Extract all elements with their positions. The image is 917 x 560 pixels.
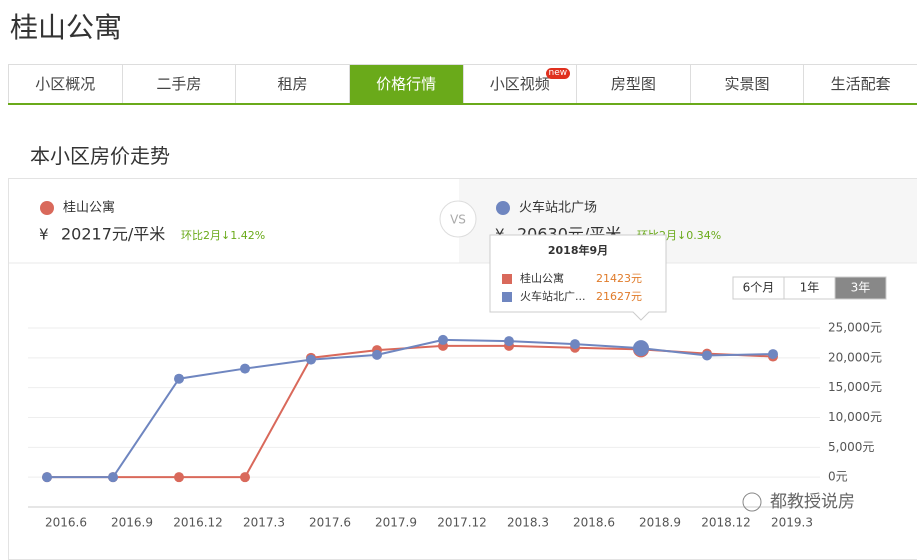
x-tick-label: 2018.12 [701, 516, 751, 530]
y-tick-label: 0元 [828, 470, 848, 484]
tab[interactable]: 实景图 [689, 65, 804, 103]
data-point [306, 354, 316, 365]
x-tick-label: 2018.6 [573, 516, 615, 530]
series-line [47, 338, 774, 479]
y-tick-label: 15,000元 [828, 380, 882, 394]
tooltip-title: 2018年9月 [548, 243, 608, 257]
x-tick-label: 2016.6 [45, 516, 87, 530]
x-tick-label: 2018.3 [507, 516, 549, 530]
page-title: 桂山公寓 [10, 11, 123, 44]
tab[interactable]: 房型图 [576, 65, 690, 103]
chart: VS 桂山公寓¥20217元/平米环比2月↓1.42%火车站北广场¥20630元… [9, 199, 917, 530]
data-point [174, 373, 184, 384]
data-point [633, 340, 649, 357]
x-tick-label: 2017.12 [437, 516, 487, 530]
y-tick-label: 25,000元 [828, 321, 882, 335]
data-point [768, 349, 778, 360]
tooltip-value: 21627元 [596, 290, 642, 303]
x-tick-label: 2016.12 [173, 516, 223, 530]
tab-label: 小区概况 [35, 75, 96, 93]
x-tick-label: 2018.9 [639, 516, 681, 530]
card-price: 20217元/平米 [61, 225, 165, 244]
vs-circle [439, 200, 477, 238]
x-tick-label: 2017.9 [375, 516, 417, 530]
data-point [702, 350, 712, 361]
tab[interactable]: 租房 [235, 65, 349, 103]
x-tick-label: 2017.6 [309, 516, 351, 530]
tooltip-name: 火车站北广... [520, 289, 586, 303]
range-label: 6个月 [743, 281, 775, 295]
data-point [174, 472, 184, 483]
section-title: 本小区房价走势 [30, 144, 170, 168]
data-point [570, 339, 580, 350]
tab-label: 房型图 [610, 75, 656, 93]
watermark: 都教授说房 [770, 492, 855, 512]
range-label: 3年 [851, 281, 871, 295]
x-tick-label: 2017.3 [243, 516, 285, 530]
tab[interactable]: 价格行情 [348, 65, 463, 103]
range-button[interactable] [834, 276, 887, 300]
x-tick-label: 2019.3 [771, 516, 813, 530]
currency: ¥ [39, 226, 49, 244]
y-tick-label: 5,000元 [828, 440, 874, 454]
tooltip-name: 桂山公寓 [520, 271, 564, 285]
tab-label: 生活配套 [830, 75, 891, 93]
legend-dot [496, 201, 510, 215]
page: 桂山公寓 小区概况 二手房 租房 价格行情 小区视频 new 房型图 实景图 生活配套 本小区房… [8, 11, 917, 560]
tab[interactable]: 二手房 [121, 65, 236, 103]
range-label: 1年 [800, 281, 820, 295]
x-tick-label: 2016.9 [111, 516, 153, 530]
card-name: 桂山公寓 [63, 200, 115, 216]
tab[interactable]: 小区概况 [8, 65, 122, 103]
y-tick-label: 20,000元 [828, 350, 882, 364]
data-point [240, 472, 250, 483]
data-point [372, 349, 382, 360]
tooltip-box [489, 234, 667, 321]
card-name: 火车站北广场 [519, 200, 597, 216]
new-badge: new [545, 68, 571, 79]
card-change: 环比2月↓1.42% [181, 229, 265, 242]
data-point [108, 472, 118, 483]
watermark-icon [742, 492, 762, 512]
tab-label: 价格行情 [376, 75, 437, 93]
legend-dot [40, 201, 54, 215]
tab-bar: 小区概况 二手房 租房 价格行情 小区视频 new 房型图 实景图 生活配套 [8, 64, 917, 105]
data-point [240, 363, 250, 374]
tab-label: 租房 [277, 75, 308, 93]
data-point [504, 336, 514, 347]
data-point [438, 334, 448, 345]
tooltip-value: 21423元 [596, 272, 642, 285]
tooltip-swatch [502, 274, 512, 284]
tooltip-swatch [502, 292, 512, 302]
tab[interactable]: 生活配套 [803, 65, 917, 103]
y-tick-label: 10,000元 [828, 410, 882, 424]
tab-label: 二手房 [156, 75, 202, 93]
tab-label: 小区视频 [489, 75, 550, 93]
tab-label: 实景图 [724, 75, 770, 93]
data-point [42, 472, 52, 483]
vs-label: VS [450, 213, 466, 227]
tab[interactable]: 小区视频 new [462, 65, 577, 103]
